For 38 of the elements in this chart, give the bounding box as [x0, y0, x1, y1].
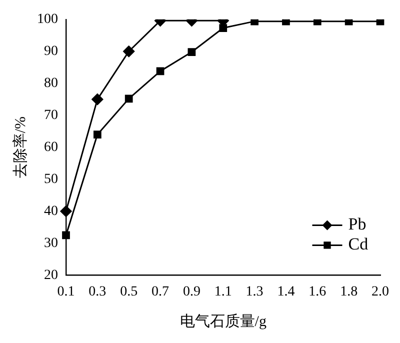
y-tick-label: 30	[44, 236, 58, 251]
legend-label: Cd	[348, 234, 369, 254]
point	[124, 94, 133, 103]
x-tick-label: 1.8	[340, 284, 358, 300]
y-tick-label: 90	[44, 44, 58, 60]
y-tick-label: 40	[44, 204, 58, 219]
y-axis-title: 去除率/%	[12, 116, 29, 178]
x-tick-label: 2.0	[372, 284, 389, 300]
x-tick-label: 0.7	[152, 284, 170, 300]
y-tick-label: 100	[37, 12, 58, 28]
y-tick-label: 80	[44, 76, 58, 92]
x-tick-label: 0.9	[182, 284, 200, 300]
y-tick-label: 70	[44, 108, 58, 123]
point	[156, 67, 164, 76]
point	[60, 206, 72, 217]
x-tick-label: 0.5	[120, 284, 138, 300]
x-tick-label: 0.3	[88, 284, 106, 300]
point	[250, 19, 258, 26]
x-tick-label: 0.1	[57, 284, 75, 300]
point	[62, 231, 70, 240]
y-tick-label: 60	[44, 140, 58, 155]
y-tick-label: 50	[44, 172, 58, 187]
x-tick-label: 1.6	[308, 284, 326, 300]
point	[313, 19, 322, 26]
point	[92, 94, 104, 106]
point	[188, 48, 196, 56]
x-tick-label: 1.1	[214, 284, 232, 300]
point	[123, 46, 135, 58]
x-tick-label: 1.4	[277, 284, 295, 300]
y-tick-label: 20	[44, 268, 58, 283]
point	[93, 130, 102, 138]
x-axis-title: 电气石质量/g	[180, 312, 267, 330]
legend-label: Pb	[348, 214, 366, 234]
point	[376, 19, 384, 26]
point	[344, 19, 353, 26]
x-tick-label: 1.3	[246, 284, 264, 300]
point	[219, 24, 228, 32]
point	[282, 19, 290, 26]
